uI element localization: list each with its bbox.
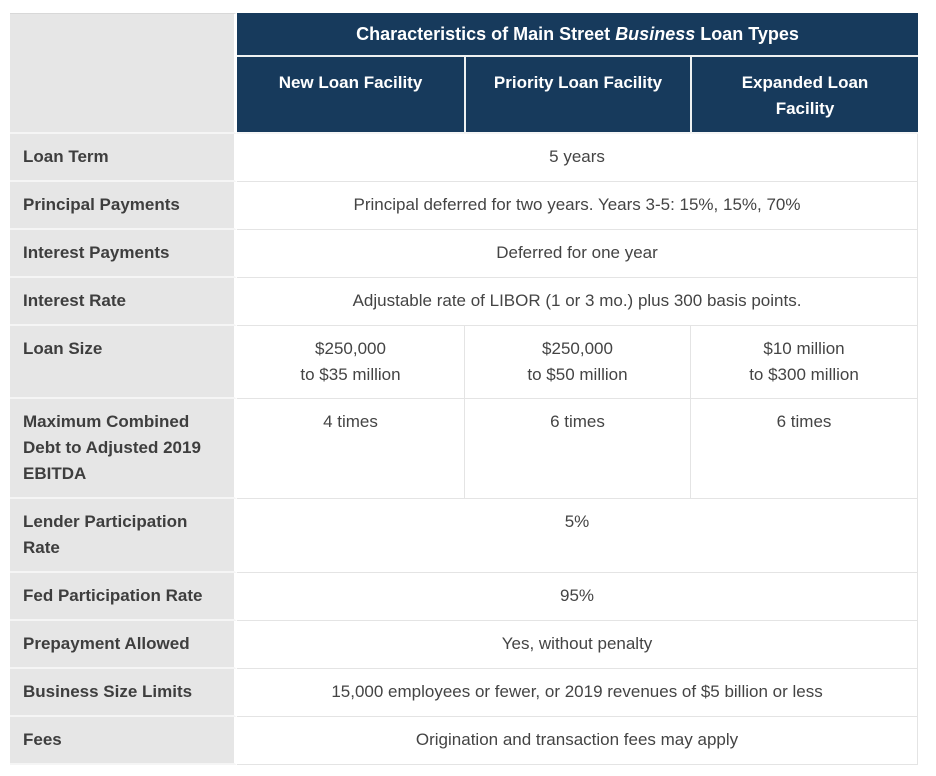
column-header-new-loan-facility: New Loan Facility: [237, 57, 464, 134]
row-label: Loan Term: [10, 134, 237, 182]
row-label: Principal Payments: [10, 182, 237, 230]
cell-line2: to $50 million: [527, 365, 628, 384]
row-value: 5 years: [237, 134, 919, 182]
row-label: Fees: [10, 717, 237, 765]
title-row: Characteristics of Main Street Business …: [10, 13, 919, 134]
cell-loan-size-priority: $250,000 to $50 million: [464, 326, 690, 399]
cell-loan-size-expanded: $10 million to $300 million: [690, 326, 919, 399]
row-label: Interest Payments: [10, 230, 237, 278]
cell-debt-priority: 6 times: [464, 399, 690, 499]
row-label: Interest Rate: [10, 278, 237, 326]
cell-line2: to $300 million: [749, 365, 859, 384]
column-header-expanded-loan-facility: Expanded Loan Facility: [690, 57, 919, 134]
title-part2: Loan Types: [695, 24, 799, 44]
table-title: Characteristics of Main Street Business …: [237, 13, 919, 57]
row-value: 5%: [237, 499, 919, 573]
table-row-interest-rate: Interest Rate Adjustable rate of LIBOR (…: [10, 278, 919, 326]
cell-debt-expanded: 6 times: [690, 399, 919, 499]
cell-loan-size-new: $250,000 to $35 million: [237, 326, 464, 399]
cell-line1: $250,000: [542, 339, 613, 358]
table-row-prepayment-allowed: Prepayment Allowed Yes, without penalty: [10, 621, 919, 669]
row-label: Maximum Combined Debt to Adjusted 2019 E…: [10, 399, 237, 499]
table-row-lender-participation: Lender Participation Rate 5%: [10, 499, 919, 573]
row-value: 95%: [237, 573, 919, 621]
title-italic-business: Business: [615, 24, 696, 44]
table-row-interest-payments: Interest Payments Deferred for one year: [10, 230, 919, 278]
row-label: Fed Participation Rate: [10, 573, 237, 621]
column-header-row: New Loan Facility Priority Loan Facility…: [10, 57, 919, 134]
cell-line2: to $35 million: [300, 365, 401, 384]
row-value: Deferred for one year: [237, 230, 919, 278]
cell-debt-new: 4 times: [237, 399, 464, 499]
table-row-principal-payments: Principal Payments Principal deferred fo…: [10, 182, 919, 230]
row-label: Prepayment Allowed: [10, 621, 237, 669]
table-row-loan-size: Loan Size $250,000 to $35 million $250,0…: [10, 326, 919, 399]
table-row-max-combined-debt: Maximum Combined Debt to Adjusted 2019 E…: [10, 399, 919, 499]
table-row-loan-term: Loan Term 5 years: [10, 134, 919, 182]
row-label: Business Size Limits: [10, 669, 237, 717]
table-row-business-size-limits: Business Size Limits 15,000 employees or…: [10, 669, 919, 717]
cell-line1: $250,000: [315, 339, 386, 358]
loan-table: Characteristics of Main Street Business …: [10, 13, 919, 765]
title-part1: Characteristics of Main Street: [356, 24, 616, 44]
cell-line1: $10 million: [763, 339, 845, 358]
table-row-fees: Fees Origination and transaction fees ma…: [10, 717, 919, 765]
row-value: Yes, without penalty: [237, 621, 919, 669]
row-value: Adjustable rate of LIBOR (1 or 3 mo.) pl…: [237, 278, 919, 326]
corner-cell: [10, 13, 237, 134]
row-value: 15,000 employees or fewer, or 2019 reven…: [237, 669, 919, 717]
table-row-fed-participation: Fed Participation Rate 95%: [10, 573, 919, 621]
row-label: Loan Size: [10, 326, 237, 399]
row-value: Origination and transaction fees may app…: [237, 717, 919, 765]
column-header-priority-loan-facility: Priority Loan Facility: [464, 57, 690, 134]
row-label: Lender Participation Rate: [10, 499, 237, 573]
row-value: Principal deferred for two years. Years …: [237, 182, 919, 230]
